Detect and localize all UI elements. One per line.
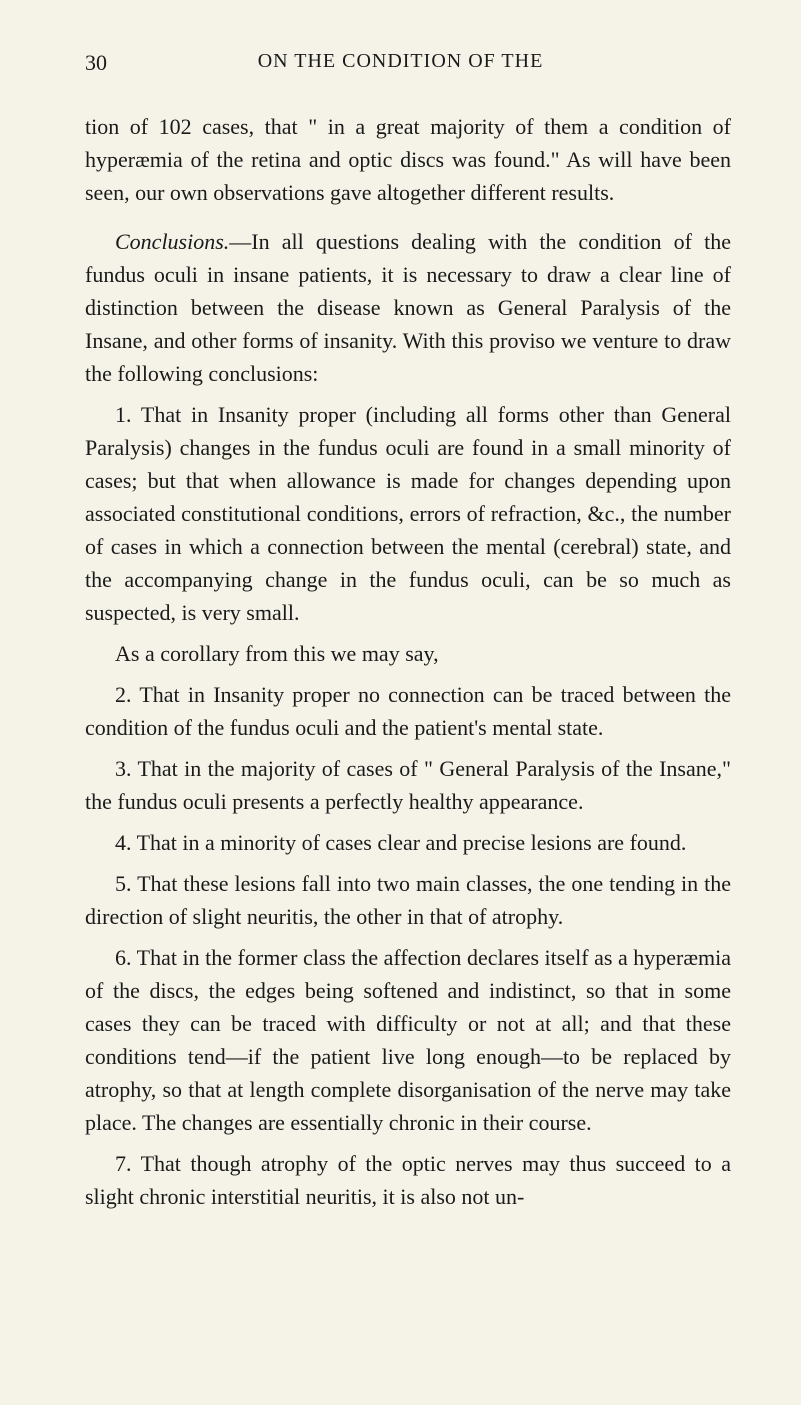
paragraph-7: 4. That in a minority of cases clear and…: [85, 826, 731, 859]
paragraph-5: 2. That in Insanity proper no connection…: [85, 678, 731, 744]
paragraph-2: Conclusions.—In all questions dealing wi…: [85, 225, 731, 390]
running-header: ON THE CONDITION OF THE: [0, 50, 801, 73]
paragraph-3: 1. That in Insanity proper (including al…: [85, 398, 731, 629]
conclusions-label: Conclusions.: [115, 229, 229, 254]
paragraph-10: 7. That though atrophy of the optic nerv…: [85, 1147, 731, 1213]
paragraph-6: 3. That in the majority of cases of " Ge…: [85, 752, 731, 818]
paragraph-4: As a corollary from this we may say,: [85, 637, 731, 670]
paragraph-9: 6. That in the former class the affectio…: [85, 941, 731, 1139]
paragraph-8: 5. That these lesions fall into two main…: [85, 867, 731, 933]
paragraph-1: tion of 102 cases, that " in a great maj…: [85, 110, 731, 209]
page-content: tion of 102 cases, that " in a great maj…: [85, 110, 731, 1213]
